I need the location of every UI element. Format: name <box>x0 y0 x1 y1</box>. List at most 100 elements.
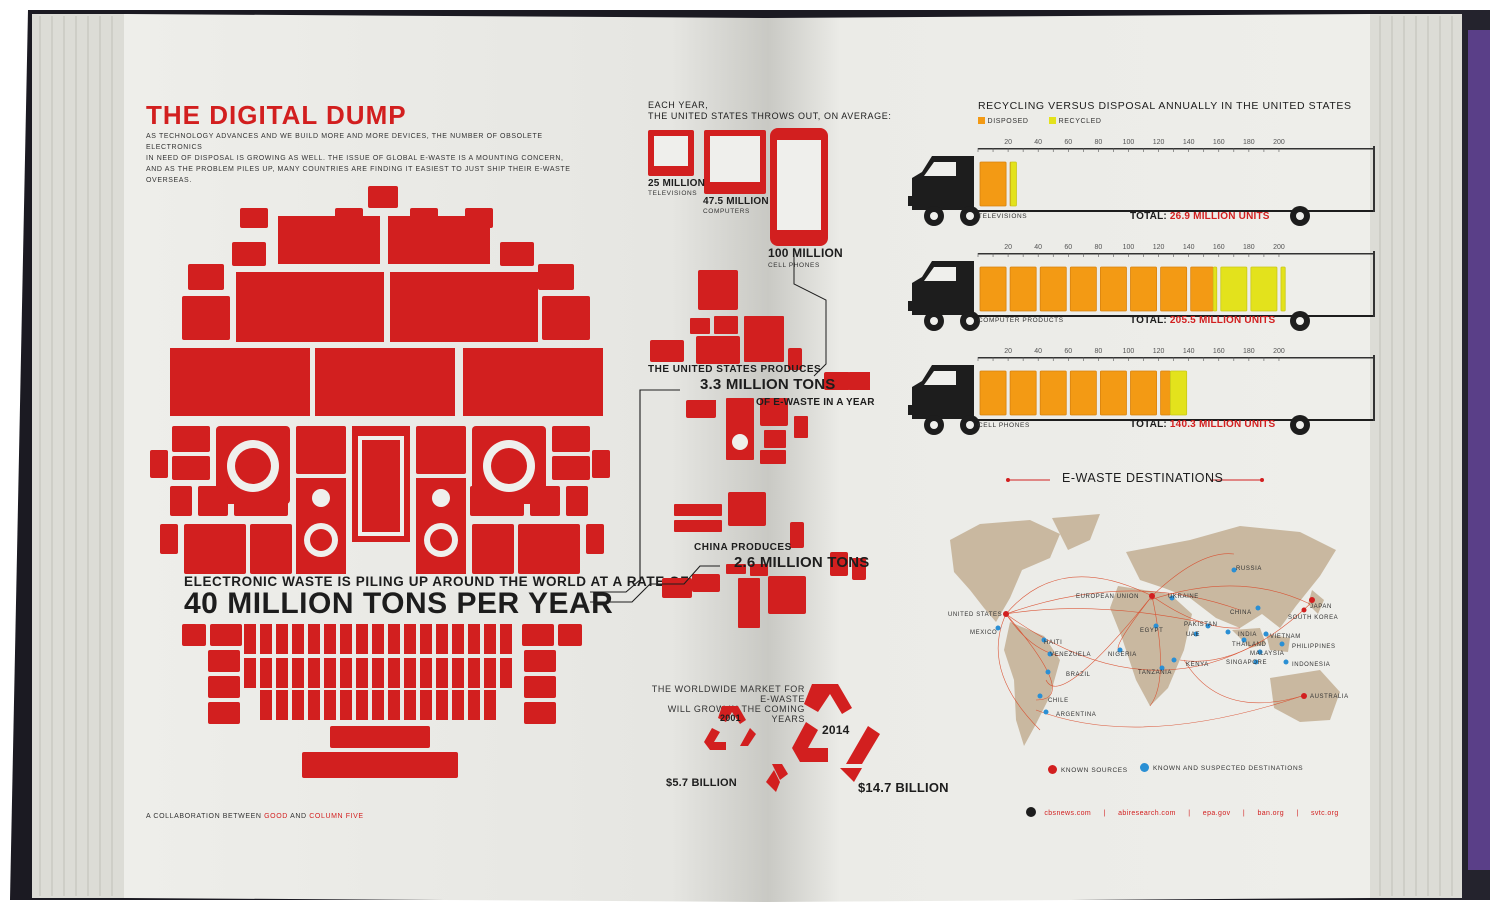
legend-disposed-label: DISPOSED <box>987 118 1029 125</box>
rack-unit <box>324 658 336 688</box>
trailer-top-rail <box>978 253 1374 255</box>
tick-label: 20 <box>1004 244 1012 251</box>
bar-disposed <box>1190 266 1214 312</box>
map-label-destination: TANZANIA <box>1138 670 1173 676</box>
truck-window <box>924 371 956 385</box>
us-per-year: OF E-WASTE IN A YEAR <box>756 397 875 408</box>
tick-label: 60 <box>1064 139 1072 146</box>
truck-window <box>924 267 956 281</box>
tick-label: 200 <box>1273 244 1285 251</box>
rack-unit <box>420 624 432 654</box>
tick-label: 120 <box>1153 244 1165 251</box>
trailer-bed <box>978 210 1374 212</box>
legend-dot-red <box>1048 765 1057 774</box>
legend-recycled-label: RECYCLED <box>1058 118 1102 125</box>
bar-disposed <box>979 370 1007 416</box>
rack-unit <box>388 658 400 688</box>
tick-label: 100 <box>1123 244 1135 251</box>
device-globe-illustration <box>150 186 610 778</box>
bar-recycled <box>1212 266 1218 312</box>
intro-text: AS TECHNOLOGY ADVANCES AND WE BUILD MORE… <box>146 131 586 186</box>
bar-disposed <box>1009 370 1037 416</box>
rack-unit <box>452 690 464 720</box>
source-link[interactable]: ban.org <box>1257 810 1284 817</box>
tick-label: 140 <box>1183 139 1195 146</box>
map-label-destination: KENYA <box>1186 662 1209 668</box>
total-value: 205.5 <box>1169 315 1196 326</box>
rack-unit <box>388 690 400 720</box>
rack-unit <box>404 690 416 720</box>
map-legend-sources: KNOWN SOURCES <box>1048 765 1128 776</box>
tick-label: 160 <box>1213 244 1225 251</box>
truck-cab <box>912 156 974 210</box>
source-link[interactable]: abiresearch.com <box>1118 810 1176 817</box>
rack-unit <box>308 624 320 654</box>
tick-label: 180 <box>1243 244 1255 251</box>
rack-unit <box>452 624 464 654</box>
trailer-top-rail <box>978 148 1374 150</box>
bar-recycled <box>1010 161 1017 207</box>
trailer-end <box>1373 251 1375 317</box>
rack-unit <box>436 690 448 720</box>
map-label-source: SOUTH KOREA <box>1288 615 1339 621</box>
map-label-destination: PHILIPPINES <box>1292 644 1336 650</box>
rack-unit <box>484 658 496 688</box>
total-cellphones: TOTAL: 140.3 MILLION UNITS <box>1130 419 1275 430</box>
rack-unit <box>340 690 352 720</box>
rack-unit <box>404 624 416 654</box>
rack-unit <box>356 690 368 720</box>
tick-label: 80 <box>1094 348 1102 355</box>
trailer-end <box>1373 146 1375 212</box>
bar-recycled <box>1169 370 1188 416</box>
total-value: 26.9 <box>1169 211 1191 222</box>
source-link[interactable]: cbsnews.com <box>1044 810 1092 817</box>
rack-unit <box>372 690 384 720</box>
legend-sources-label: KNOWN SOURCES <box>1061 767 1128 774</box>
map-label-destination: HAITI <box>1044 640 1063 646</box>
china-tons: 2.6 MILLION TONS <box>734 554 870 571</box>
tick-label: 160 <box>1213 139 1225 146</box>
tick-label: 40 <box>1034 348 1042 355</box>
legend-swatch-disposed <box>978 117 985 124</box>
truck-hubcap <box>966 317 974 325</box>
tick-label: 20 <box>1004 139 1012 146</box>
rack-unit <box>324 690 336 720</box>
trailer-top-rail <box>978 357 1374 359</box>
bar-disposed <box>1099 370 1127 416</box>
rack-unit <box>356 624 368 654</box>
map-title-rule <box>1006 478 1264 482</box>
intro-line: AS TECHNOLOGY ADVANCES AND WE BUILD MORE… <box>146 133 543 151</box>
bar-disposed <box>1160 370 1171 416</box>
us-produces-label: THE UNITED STATES PRODUCES <box>648 364 822 375</box>
world-map <box>950 514 1340 746</box>
truck-hubcap <box>930 212 938 220</box>
truck-hubcap <box>930 317 938 325</box>
rack-unit <box>388 624 400 654</box>
bar-disposed <box>1069 370 1097 416</box>
connector-lines <box>590 389 720 603</box>
rack-unit <box>468 658 480 688</box>
rack-unit <box>356 658 368 688</box>
bar-disposed <box>1130 370 1157 416</box>
truck-bumper <box>908 301 916 311</box>
source-link[interactable]: svtc.org <box>1310 810 1339 817</box>
credit-and: AND <box>290 813 307 820</box>
each-year-line: EACH YEAR, <box>648 100 709 110</box>
rack-unit <box>436 624 448 654</box>
computer-label: COMPUTERS <box>703 208 750 215</box>
truck-bar-chart: 20 40 60 80 100 120 140 160 180 200 20 40 60 80 100 120… <box>908 139 1375 435</box>
year-2014: 2014 <box>822 723 850 737</box>
year-2001: 2001 <box>720 713 741 723</box>
good-logo-icon <box>1026 807 1036 817</box>
truck-window <box>924 162 956 176</box>
rack-unit <box>260 624 272 654</box>
map-label-destination: MEXICO <box>970 630 998 636</box>
rack-unit <box>468 624 480 654</box>
rack-unit <box>276 624 288 654</box>
total-televisions: TOTAL: 26.9 MILLION UNITS <box>1130 211 1270 222</box>
bar-disposed <box>1069 266 1097 312</box>
truck-cab <box>912 365 974 419</box>
total-computers: TOTAL: 205.5 MILLION UNITS <box>1130 315 1275 326</box>
source-link[interactable]: epa.gov <box>1202 810 1231 817</box>
truck-cab <box>912 261 974 315</box>
